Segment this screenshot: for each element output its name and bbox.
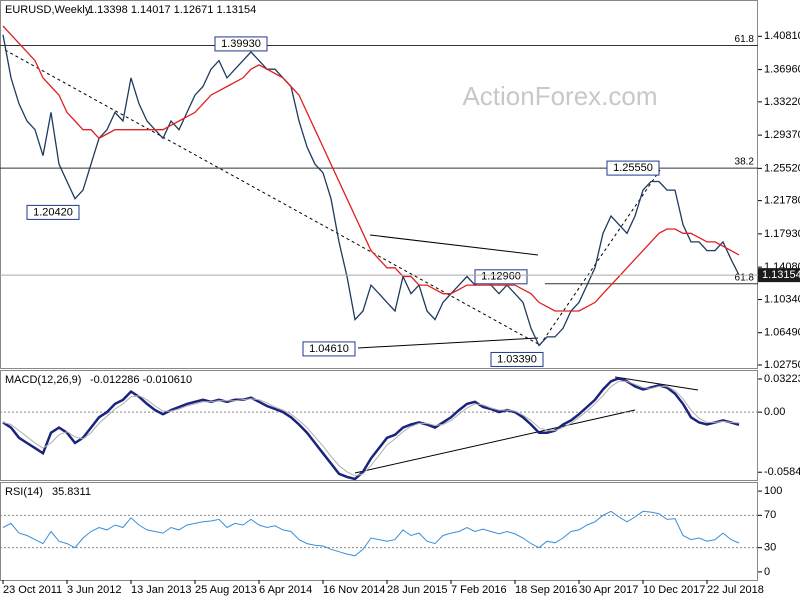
price-label-box (26, 204, 80, 220)
series-line (2, 376, 740, 481)
rsi-panel (0, 482, 758, 581)
x-tick-label: 7 Feb 2016 (451, 584, 507, 596)
last-price-label: 1.13154 (762, 269, 800, 281)
series-line (2, 510, 740, 557)
trend-line (354, 409, 636, 474)
rsi-subtitle: 35.8311 (52, 486, 91, 498)
x-tick-label: 28 Jun 2015 (387, 584, 448, 596)
price-panel (0, 0, 758, 369)
rsi-title: RSI(14) (5, 486, 43, 498)
y-tick-label: 1.21780 (764, 195, 800, 207)
y-tick-label: 1.33220 (764, 96, 800, 108)
price-label: 1.03390 (497, 353, 537, 365)
price-label-box (474, 269, 528, 285)
x-tick-label: 25 Aug 2013 (195, 584, 257, 596)
price-label-box (606, 160, 660, 176)
y-tick-label: 1.29370 (764, 129, 800, 141)
price-label: 1.04610 (309, 343, 349, 355)
x-tick-label: 3 Jun 2012 (67, 584, 121, 596)
trend-line (4, 49, 541, 346)
chart-title: EURUSD,Weekly (5, 4, 91, 16)
price-label: 1.39930 (221, 38, 261, 50)
x-tick-label: 23 Oct 2011 (3, 584, 62, 596)
price-label-box (214, 36, 268, 52)
macd-title: MACD(12,26,9) (5, 374, 81, 386)
x-tick-label: 16 Nov 2014 (323, 584, 385, 596)
y-tick-label: 1.06490 (764, 327, 800, 339)
trend-line (539, 169, 661, 346)
x-tick-label: 6 Apr 2014 (259, 584, 312, 596)
y-tick-label: 1.40810 (764, 30, 800, 42)
y-tick-label: 1.36960 (764, 63, 800, 75)
series-line (2, 380, 740, 477)
series-line (2, 34, 740, 347)
fib-label: 61.8 (735, 34, 755, 45)
price-label: 1.20420 (33, 206, 73, 218)
y-tick-label: 0.032235 (764, 373, 800, 385)
x-tick-label: 30 Apr 2017 (579, 584, 638, 596)
x-tick-label: 18 Sep 2016 (515, 584, 577, 596)
last-price-tag (758, 268, 800, 283)
y-tick-label: 0 (764, 566, 770, 578)
macd-subtitle: -0.012286 -0.010610 (90, 374, 192, 386)
y-tick-label: 30 (764, 542, 776, 554)
x-tick-label: 22 Jul 2018 (707, 584, 764, 596)
y-tick-label: 0.00 (764, 406, 785, 418)
price-label-box (302, 341, 356, 357)
y-tick-label: 1.17930 (764, 228, 800, 240)
fib-label: 61.8 (735, 272, 755, 283)
trend-line (369, 234, 539, 256)
y-tick-label: 70 (764, 509, 776, 521)
trend-line (614, 376, 699, 391)
price-label: 1.25550 (613, 162, 653, 174)
x-tick-label: 10 Dec 2017 (643, 584, 705, 596)
price-label: 1.12960 (481, 271, 521, 283)
y-tick-label: -0.058430 (764, 466, 800, 478)
watermark: ActionForex.com (462, 81, 657, 111)
macd-panel (0, 370, 758, 481)
series-line (2, 25, 740, 312)
y-tick-label: 1.10340 (764, 293, 800, 305)
chart-subtitle: 1.13398 1.14017 1.12671 1.13154 (88, 4, 256, 16)
trend-line (357, 337, 539, 349)
y-tick-label: 1.02750 (764, 359, 800, 371)
x-tick-label: 13 Jan 2013 (131, 584, 192, 596)
fib-label: 38.2 (735, 157, 755, 168)
price-label-box (490, 351, 544, 367)
y-tick-label: 1.25520 (764, 162, 800, 174)
y-tick-label: 100 (764, 485, 782, 497)
